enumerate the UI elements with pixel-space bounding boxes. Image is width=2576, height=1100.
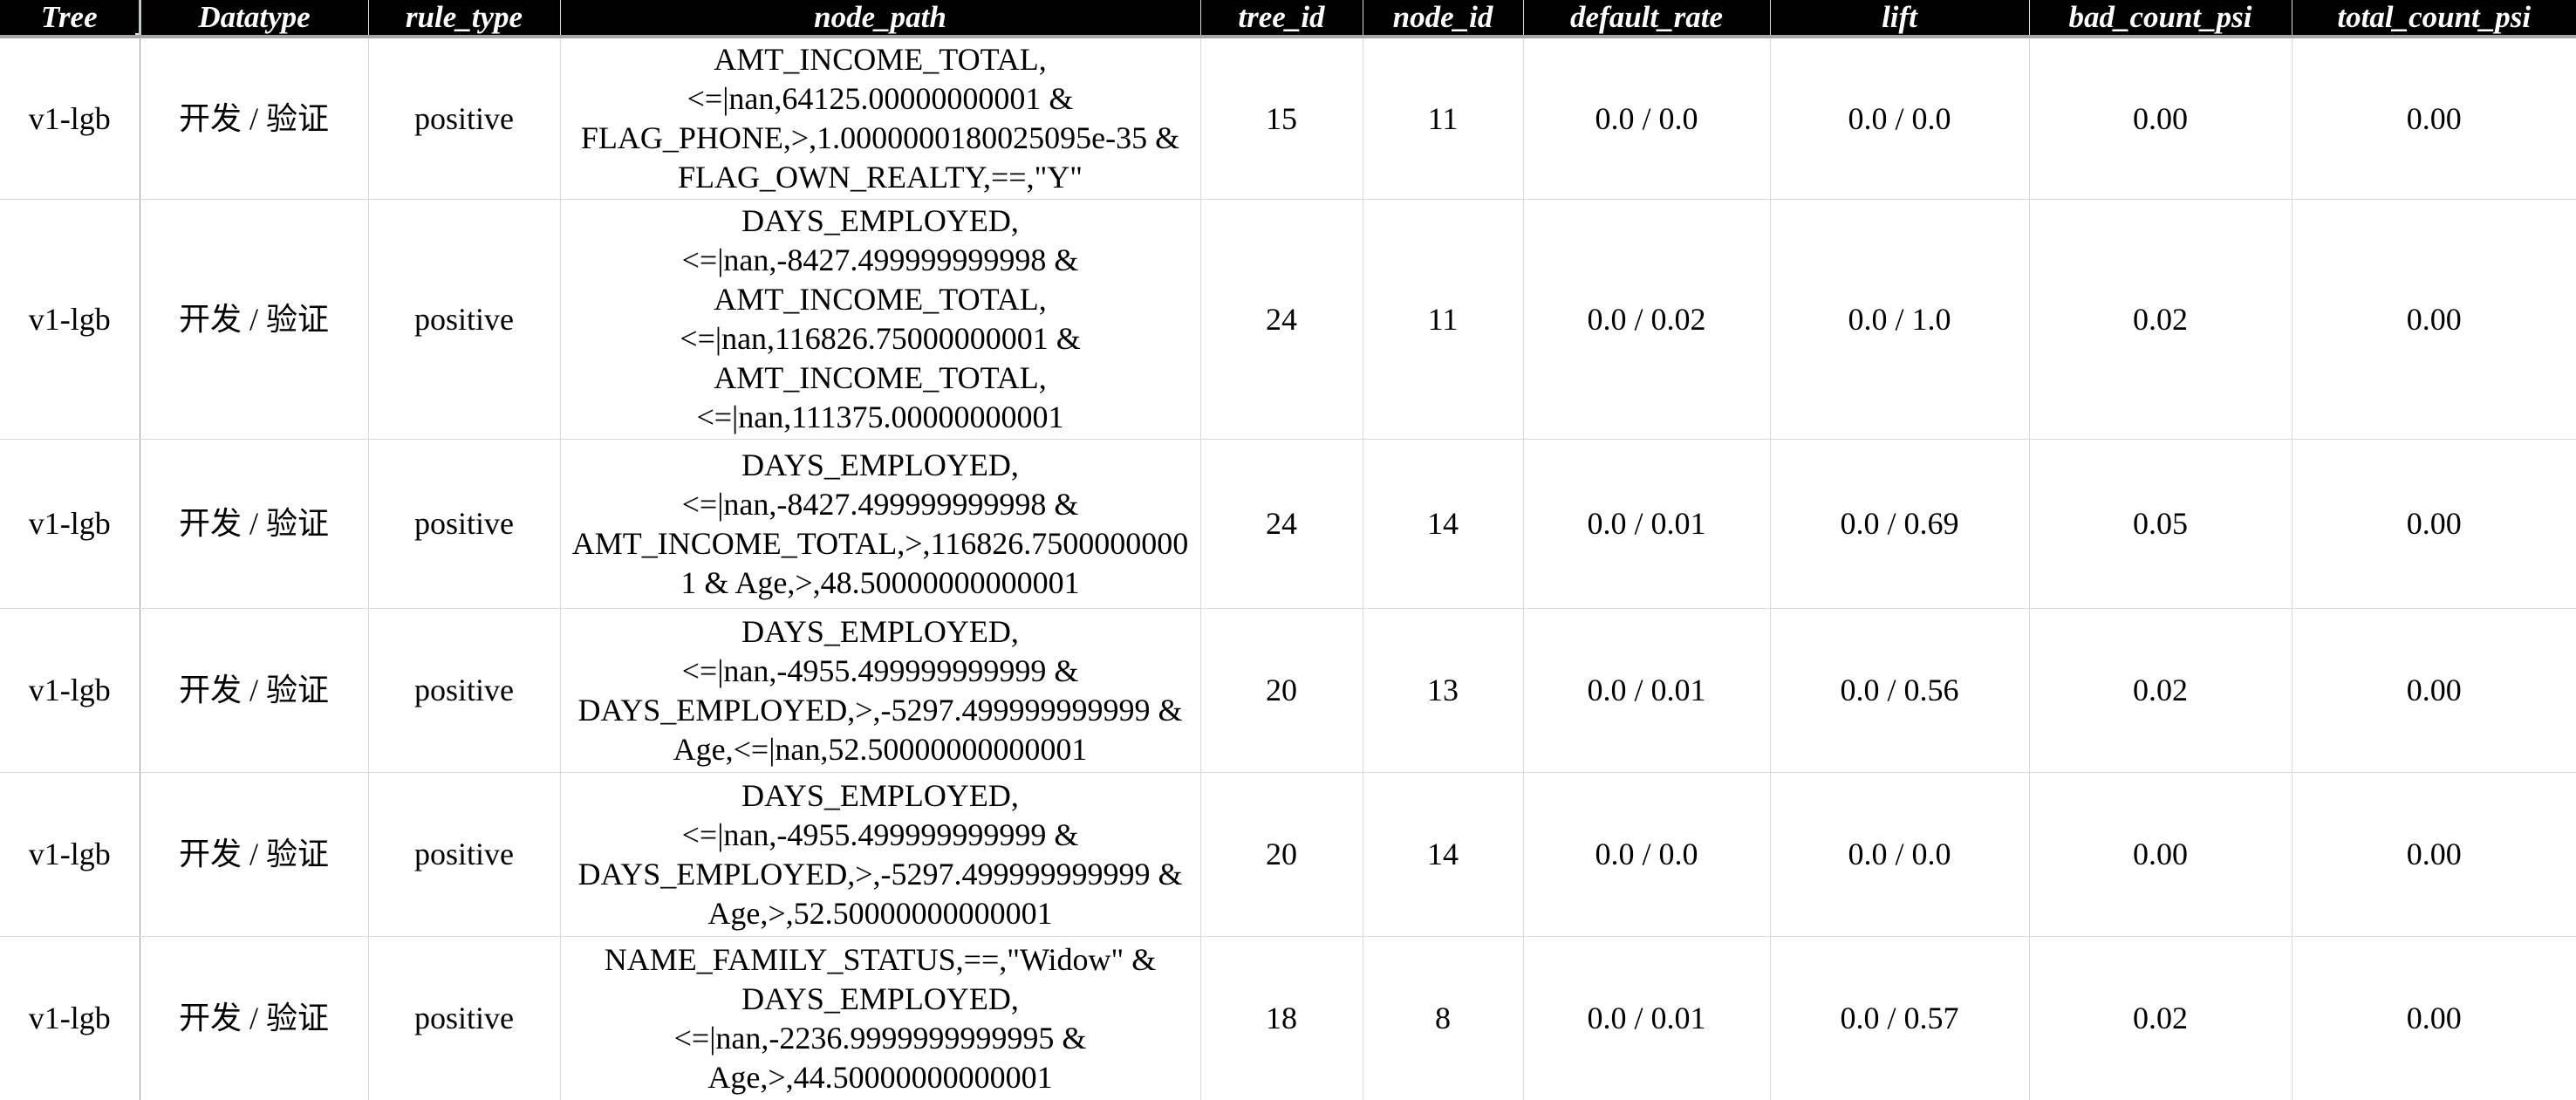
cell-r0-tree[interactable]: v1-lgb [0,37,140,200]
column-header-total-count-psi[interactable]: total_count_psi [2292,0,2576,38]
cell-r3-rule-type[interactable]: positive [368,608,561,773]
cell-r4-node-path[interactable]: DAYS_EMPLOYED,<=|nan,-4955.499999999999 … [560,772,1201,937]
table-row: v1-lgb 开发 / 验证 positive DAYS_EMPLOYED,<=… [0,199,2576,440]
cell-r2-datatype[interactable]: 开发 / 验证 [140,439,369,609]
cell-r0-lift[interactable]: 0.0 / 0.0 [1770,37,2030,200]
cell-r2-node-path[interactable]: DAYS_EMPLOYED,<=|nan,-8427.499999999998 … [560,439,1201,609]
cell-r3-tree[interactable]: v1-lgb [0,608,140,773]
cell-r1-tree-id[interactable]: 24 [1200,199,1363,440]
cell-r1-default-rate[interactable]: 0.0 / 0.02 [1523,199,1771,440]
cell-r4-rule-type[interactable]: positive [368,772,561,937]
cell-r4-total-count-psi[interactable]: 0.00 [2292,772,2576,937]
cell-r5-rule-type[interactable]: positive [368,936,561,1100]
cell-r3-node-path[interactable]: DAYS_EMPLOYED,<=|nan,-4955.499999999999 … [560,608,1201,773]
cell-r4-tree[interactable]: v1-lgb [0,772,140,937]
cell-r3-datatype[interactable]: 开发 / 验证 [140,608,369,773]
cell-r4-node-id[interactable]: 14 [1363,772,1524,937]
cell-r0-tree-id[interactable]: 15 [1200,37,1363,200]
cell-r1-rule-type[interactable]: positive [368,199,561,440]
cell-r5-node-path[interactable]: NAME_FAMILY_STATUS,==,"Widow" & DAYS_EMP… [560,936,1201,1100]
cell-r2-total-count-psi[interactable]: 0.00 [2292,439,2576,609]
cell-r1-node-id[interactable]: 11 [1363,199,1524,440]
cell-r4-default-rate[interactable]: 0.0 / 0.0 [1523,772,1771,937]
cell-r3-tree-id[interactable]: 20 [1200,608,1363,773]
cell-r0-datatype[interactable]: 开发 / 验证 [140,37,369,200]
cell-r2-tree[interactable]: v1-lgb [0,439,140,609]
table-row: v1-lgb 开发 / 验证 positive AMT_INCOME_TOTAL… [0,37,2576,200]
cell-r4-lift[interactable]: 0.0 / 0.0 [1770,772,2030,937]
cell-r2-default-rate[interactable]: 0.0 / 0.01 [1523,439,1771,609]
cell-r2-rule-type[interactable]: positive [368,439,561,609]
table-row: v1-lgb 开发 / 验证 positive DAYS_EMPLOYED,<=… [0,439,2576,609]
selection-border [0,35,140,37]
column-header-node-id[interactable]: node_id [1363,0,1524,38]
column-header-rule-type[interactable]: rule_type [368,0,561,38]
cell-r5-tree[interactable]: v1-lgb [0,936,140,1100]
cell-r1-bad-count-psi[interactable]: 0.02 [2029,199,2292,440]
table-row: v1-lgb 开发 / 验证 positive NAME_FAMILY_STAT… [0,936,2576,1100]
cell-r4-bad-count-psi[interactable]: 0.00 [2029,772,2292,937]
column-header-default-rate[interactable]: default_rate [1523,0,1771,38]
column-header-tree-id[interactable]: tree_id [1200,0,1363,38]
cell-r5-lift[interactable]: 0.0 / 0.57 [1770,936,2030,1100]
table-row: v1-lgb 开发 / 验证 positive DAYS_EMPLOYED,<=… [0,772,2576,937]
cell-r4-datatype[interactable]: 开发 / 验证 [140,772,369,937]
cell-r2-bad-count-psi[interactable]: 0.05 [2029,439,2292,609]
cell-r0-node-path[interactable]: AMT_INCOME_TOTAL,<=|nan,64125.0000000000… [560,37,1201,200]
cell-r1-lift[interactable]: 0.0 / 1.0 [1770,199,2030,440]
header-row: Tree Datatype rule_type node_path tree_i… [0,0,2576,38]
cell-r0-bad-count-psi[interactable]: 0.00 [2029,37,2292,200]
cell-r1-tree[interactable]: v1-lgb [0,199,140,440]
cell-r4-tree-id[interactable]: 20 [1200,772,1363,937]
column-header-bad-count-psi[interactable]: bad_count_psi [2029,0,2292,38]
column-header-tree[interactable]: Tree [0,0,141,38]
cell-r5-total-count-psi[interactable]: 0.00 [2292,936,2576,1100]
cell-r1-node-path[interactable]: DAYS_EMPLOYED,<=|nan,-8427.499999999998 … [560,199,1201,440]
fill-handle[interactable] [135,33,140,37]
cell-r5-tree-id[interactable]: 18 [1200,936,1363,1100]
cell-r1-datatype[interactable]: 开发 / 验证 [140,199,369,440]
column-header-lift[interactable]: lift [1770,0,2030,38]
cell-r3-total-count-psi[interactable]: 0.00 [2292,608,2576,773]
cell-r2-tree-id[interactable]: 24 [1200,439,1363,609]
column-header-node-path[interactable]: node_path [560,0,1201,38]
column-header-tree-label: Tree [40,0,98,34]
cell-r1-total-count-psi[interactable]: 0.00 [2292,199,2576,440]
cell-r0-rule-type[interactable]: positive [368,37,561,200]
table-row: v1-lgb 开发 / 验证 positive DAYS_EMPLOYED,<=… [0,608,2576,773]
cell-r5-node-id[interactable]: 8 [1363,936,1524,1100]
column-header-datatype[interactable]: Datatype [140,0,369,38]
cell-r0-default-rate[interactable]: 0.0 / 0.0 [1523,37,1771,200]
cell-r5-default-rate[interactable]: 0.0 / 0.01 [1523,936,1771,1100]
cell-r0-node-id[interactable]: 11 [1363,37,1524,200]
cell-r3-lift[interactable]: 0.0 / 0.56 [1770,608,2030,773]
cell-r5-bad-count-psi[interactable]: 0.02 [2029,936,2292,1100]
cell-r3-default-rate[interactable]: 0.0 / 0.01 [1523,608,1771,773]
cell-r0-total-count-psi[interactable]: 0.00 [2292,37,2576,200]
cell-r3-bad-count-psi[interactable]: 0.02 [2029,608,2292,773]
cell-r2-lift[interactable]: 0.0 / 0.69 [1770,439,2030,609]
cell-r3-node-id[interactable]: 13 [1363,608,1524,773]
cell-r2-node-id[interactable]: 14 [1363,439,1524,609]
cell-r5-datatype[interactable]: 开发 / 验证 [140,936,369,1100]
